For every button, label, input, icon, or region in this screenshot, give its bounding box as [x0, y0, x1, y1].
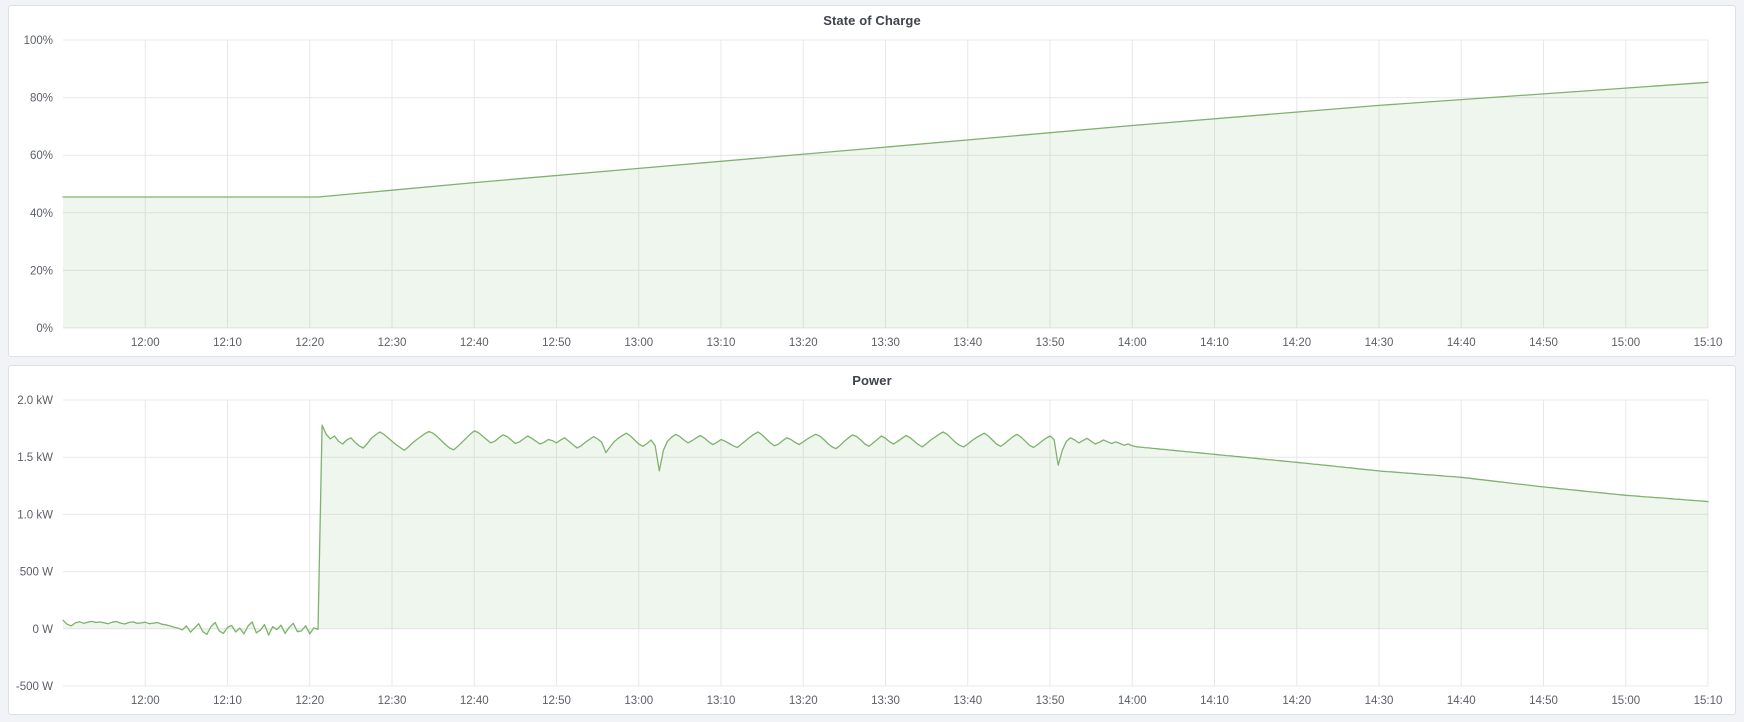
y-tick-label: 1.0 kW [17, 509, 53, 521]
x-tick-label: 13:10 [707, 337, 736, 349]
y-axis-labels: 0% 20% 40% 60% 80% 100% [24, 35, 53, 335]
x-tick-label: 15:00 [1611, 695, 1640, 707]
y-axis-labels: -500 W 0 W 500 W 1.0 kW 1.5 kW 2.0 kW [16, 395, 53, 693]
panel-header[interactable]: State of Charge [9, 6, 1735, 34]
panel-power: Power -500 W 0 W 500 W 1.0 kW 1.5 kW 2.0 kW 12… [8, 365, 1736, 715]
x-tick-label: 13:40 [953, 695, 982, 707]
x-tick-label: 12:20 [295, 337, 324, 349]
x-tick-label: 14:40 [1447, 337, 1476, 349]
x-tick-label: 15:10 [1694, 695, 1723, 707]
x-tick-label: 14:50 [1529, 337, 1558, 349]
x-tick-label: 13:30 [871, 695, 900, 707]
x-tick-label: 13:00 [624, 337, 653, 349]
x-tick-label: 12:50 [542, 337, 571, 349]
x-tick-label: 14:20 [1282, 695, 1311, 707]
panel-title: State of Charge [823, 12, 921, 28]
x-tick-label: 13:40 [953, 337, 982, 349]
x-tick-label: 12:30 [378, 337, 407, 349]
series-area-fill [63, 82, 1708, 328]
x-tick-label: 14:00 [1118, 337, 1147, 349]
y-tick-label: 40% [30, 208, 53, 220]
x-tick-label: 12:10 [213, 695, 242, 707]
x-tick-label: 14:10 [1200, 337, 1229, 349]
x-tick-label: 12:50 [542, 695, 571, 707]
grid-lines [63, 399, 1709, 687]
y-tick-label: 60% [30, 150, 53, 162]
x-tick-label: 13:50 [1036, 337, 1065, 349]
x-tick-label: 14:20 [1282, 337, 1311, 349]
x-tick-label: 12:40 [460, 695, 489, 707]
y-tick-label: 80% [30, 93, 53, 105]
x-tick-label: 14:40 [1447, 695, 1476, 707]
y-tick-label: 500 W [20, 567, 53, 579]
x-tick-label: 14:10 [1200, 695, 1229, 707]
x-tick-label: 14:30 [1365, 337, 1394, 349]
x-axis-labels: 12:00 12:10 12:20 12:30 12:40 12:50 13:00 13:10… [131, 695, 1723, 707]
x-tick-label: 12:00 [131, 337, 160, 349]
panel-state-of-charge: State of Charge 0% 20% 40% 60% 80% 100% 12:00 1… [8, 5, 1736, 357]
y-tick-label: 0 W [33, 624, 54, 636]
x-tick-label: 14:30 [1365, 695, 1394, 707]
soc-chart-canvas[interactable]: 0%20%40%60%80%100%12:00 12:10 12:20 12:30 12… [9, 34, 1735, 356]
y-tick-label: 0% [36, 323, 53, 335]
y-tick-label: 1.5 kW [17, 452, 53, 464]
x-tick-label: 13:20 [789, 695, 818, 707]
y-tick-label: -500 W [16, 681, 53, 693]
x-axis-labels: 12:00 12:10 12:20 12:30 12:40 12:50 13:00 13:10… [131, 337, 1723, 349]
x-tick-label: 13:30 [871, 337, 900, 349]
x-tick-label: 12:30 [378, 695, 407, 707]
y-tick-label: 100% [24, 35, 53, 47]
x-tick-label: 13:10 [707, 695, 736, 707]
y-tick-label: 20% [30, 265, 53, 277]
x-tick-label: 15:10 [1694, 337, 1723, 349]
y-tick-label: 2.0 kW [17, 395, 53, 407]
series-line [62, 81, 1709, 198]
x-tick-label: 12:20 [295, 695, 324, 707]
series-area-fill [63, 425, 1708, 636]
grid-lines [63, 39, 1709, 329]
panel-title: Power [852, 372, 892, 388]
x-tick-label: 14:50 [1529, 695, 1558, 707]
x-tick-label: 12:40 [460, 337, 489, 349]
x-tick-label: 13:20 [789, 337, 818, 349]
series-line [62, 424, 1709, 636]
panel-header[interactable]: Power [9, 366, 1735, 394]
x-tick-label: 12:00 [131, 695, 160, 707]
x-tick-label: 13:50 [1036, 695, 1065, 707]
x-tick-label: 14:00 [1118, 695, 1147, 707]
x-tick-label: 13:00 [624, 695, 653, 707]
dashboard: State of Charge 0% 20% 40% 60% 80% 100% 12:00 1… [8, 5, 1736, 715]
x-tick-label: 15:00 [1611, 337, 1640, 349]
x-tick-label: 12:10 [213, 337, 242, 349]
